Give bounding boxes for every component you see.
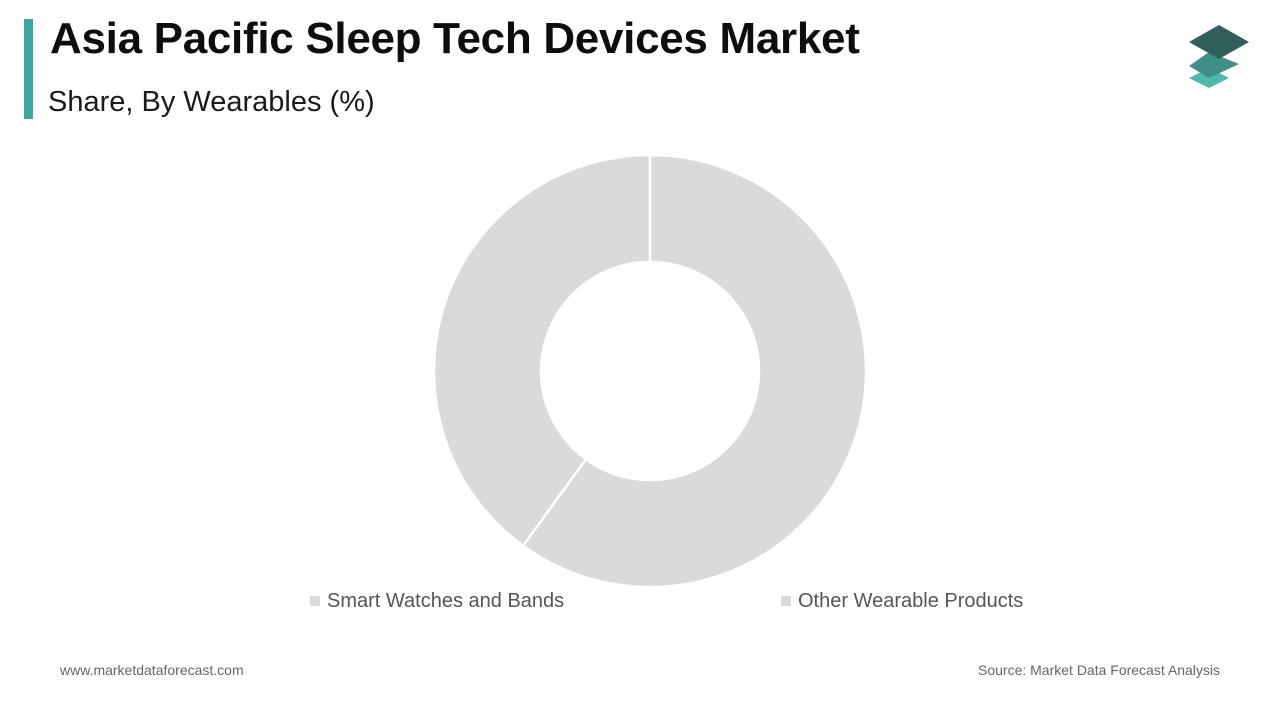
- footer-website: www.marketdataforecast.com: [60, 662, 244, 678]
- donut-slice-1: [521, 153, 868, 589]
- legend-label: Other Wearable Products: [798, 589, 1024, 612]
- donut-slice-2: [432, 153, 652, 548]
- legend-label: Smart Watches and Bands: [327, 589, 565, 612]
- legend-swatch: [310, 596, 320, 606]
- page-title: Asia Pacific Sleep Tech Devices Market: [50, 14, 860, 63]
- page-subtitle: Share, By Wearables (%): [48, 86, 375, 118]
- title-accent-bar: [24, 19, 33, 119]
- legend-swatch: [781, 596, 791, 606]
- stacked-layers-icon: [1189, 25, 1249, 88]
- legend-item-other-wearables: Other Wearable Products: [781, 589, 1023, 613]
- footer-source: Source: Market Data Forecast Analysis: [978, 662, 1220, 678]
- legend-item-smart-watches: Smart Watches and Bands: [310, 589, 564, 613]
